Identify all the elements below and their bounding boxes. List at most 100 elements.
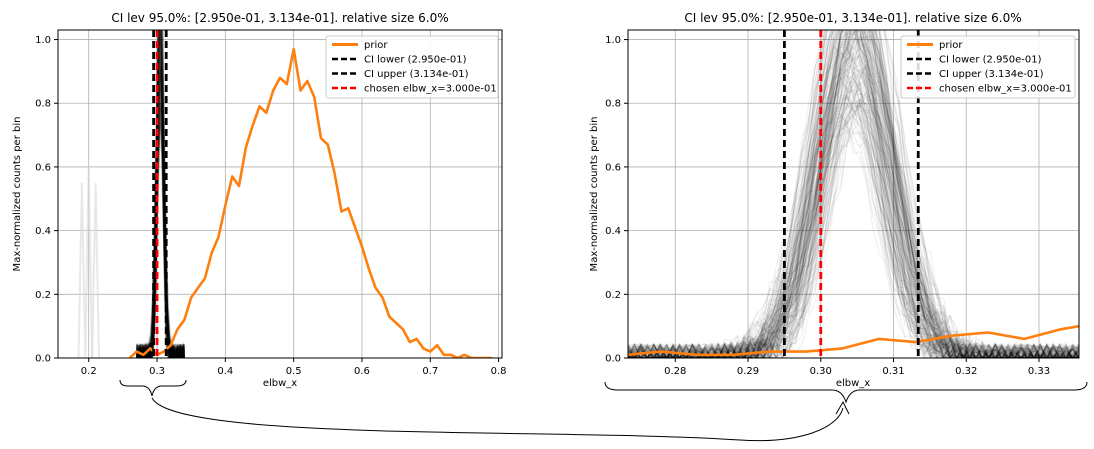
left-posterior-curve (136, 30, 185, 358)
left-posterior-curve (136, 30, 185, 358)
right-posterior-curve (628, 30, 1079, 358)
right-posterior-curve (628, 54, 1079, 358)
right-posterior-curve (628, 30, 1079, 358)
right-posterior-curve (628, 30, 1079, 358)
left-posterior-curve (136, 49, 185, 358)
right-legend-label-chosen: chosen elbw_x=3.000e-01 (939, 84, 1072, 95)
left-posterior-curve (136, 102, 185, 358)
right-posterior-curve (628, 48, 1079, 358)
right-posterior-curve (628, 30, 1079, 358)
right-chart-ylabel: Max-normalized counts per bin (589, 117, 600, 272)
left-x-tick-label: 0.5 (286, 366, 302, 377)
right-posterior-curve (628, 30, 1079, 358)
left-posterior-curve (136, 30, 185, 358)
left-posterior-curve (136, 70, 185, 358)
left-y-tick-label: 1.0 (35, 35, 51, 46)
right-y-tick-label: 0.0 (605, 354, 621, 365)
left-posterior-curve (136, 30, 185, 358)
right-posterior-curve (628, 30, 1079, 358)
left-legend-box (325, 35, 499, 99)
right-posterior-curve (628, 92, 1079, 358)
left-chart-legend: prior CI lower (2.950e-01) CI upper (3.1… (325, 35, 499, 99)
left-faint-sample (91, 182, 100, 358)
right-posterior-curve (628, 89, 1079, 358)
left-posterior-curve (136, 33, 185, 358)
right-posterior-curve (628, 30, 1079, 358)
left-zoom-brace (119, 379, 187, 397)
right-posterior-curve (628, 30, 1079, 358)
right-posterior-curve (628, 38, 1079, 358)
left-legend-label-ci-lower: CI lower (2.950e-01) (364, 55, 467, 66)
left-chart-title: CI lev 95.0%: [2.950e-01, 3.134e-01]. re… (111, 11, 448, 25)
right-posterior-curve (628, 30, 1079, 358)
right-posterior-curve (628, 30, 1079, 358)
right-posterior-curve (628, 103, 1079, 358)
right-posterior-curve (628, 34, 1079, 358)
left-posterior-samples (136, 30, 185, 358)
left-faint-sample (77, 166, 94, 358)
left-posterior-curve (136, 109, 185, 358)
right-posterior-curve (628, 43, 1079, 358)
right-x-tick-label: 0.33 (1028, 366, 1050, 377)
right-posterior-curve (628, 30, 1079, 358)
right-posterior-curve (628, 93, 1079, 358)
right-posterior-curve (628, 34, 1079, 358)
right-posterior-curve (628, 71, 1079, 358)
left-posterior-curve (136, 66, 185, 358)
right-y-tick-label: 0.4 (605, 226, 621, 237)
left-legend-label-prior: prior (364, 40, 388, 51)
left-x-tick-label: 0.6 (354, 366, 370, 377)
right-posterior-curve (628, 71, 1079, 358)
left-posterior-curve (136, 72, 185, 358)
right-posterior-curve (628, 71, 1079, 358)
zoom-arrow-curve (151, 397, 844, 442)
right-y-tick-label: 0.8 (605, 99, 621, 110)
right-posterior-curve (628, 95, 1079, 358)
right-posterior-curve (628, 30, 1079, 358)
right-posterior-curve (628, 85, 1079, 358)
right-posterior-curve (628, 30, 1079, 358)
right-posterior-curve (628, 64, 1079, 358)
right-posterior-curve (628, 30, 1079, 358)
left-posterior-curve (136, 124, 185, 358)
left-y-tick-label: 0.2 (35, 290, 51, 301)
right-posterior-curve (628, 30, 1079, 358)
left-posterior-curve (136, 104, 185, 358)
right-posterior-curve (628, 81, 1079, 358)
right-y-tick-label: 0.2 (605, 290, 621, 301)
left-posterior-curve (136, 30, 185, 358)
right-posterior-curve (628, 35, 1079, 358)
right-posterior-curve (628, 30, 1079, 358)
right-posterior-curve (628, 30, 1079, 358)
right-posterior-curve (628, 101, 1079, 358)
right-posterior-curve (628, 80, 1079, 358)
right-posterior-curve (628, 58, 1079, 358)
right-posterior-curve (628, 30, 1079, 358)
left-posterior-curve (136, 30, 185, 358)
left-chart-frame (57, 29, 503, 359)
left-chart-xlabel: elbw_x (263, 378, 297, 389)
right-posterior-curve (628, 30, 1079, 358)
right-posterior-curve (628, 30, 1079, 358)
right-posterior-curve (628, 113, 1079, 358)
right-posterior-curve (628, 51, 1079, 358)
right-posterior-curve (628, 30, 1079, 358)
right-posterior-curve (628, 30, 1079, 358)
right-posterior-curve (628, 98, 1079, 358)
right-chart-title: CI lev 95.0%: [2.950e-01, 3.134e-01]. re… (684, 11, 1021, 25)
right-posterior-curve (628, 30, 1079, 358)
right-posterior-curve (628, 30, 1079, 358)
left-posterior-curve (136, 102, 185, 358)
right-posterior-curve (628, 30, 1079, 358)
right-y-tick-label: 1.0 (605, 35, 621, 46)
left-posterior-curve (136, 39, 185, 358)
right-chart-panel: CI lev 95.0%: [2.950e-01, 3.134e-01]. re… (589, 11, 1080, 389)
left-posterior-curve (136, 30, 185, 358)
left-x-tick-label: 0.2 (81, 366, 97, 377)
right-legend-label-ci-upper: CI upper (3.134e-01) (939, 69, 1044, 80)
right-legend-box (900, 35, 1076, 99)
right-posterior-curve (628, 30, 1079, 358)
left-posterior-curve (136, 67, 185, 358)
right-posterior-curve (628, 130, 1079, 358)
right-posterior-curve (628, 30, 1079, 358)
